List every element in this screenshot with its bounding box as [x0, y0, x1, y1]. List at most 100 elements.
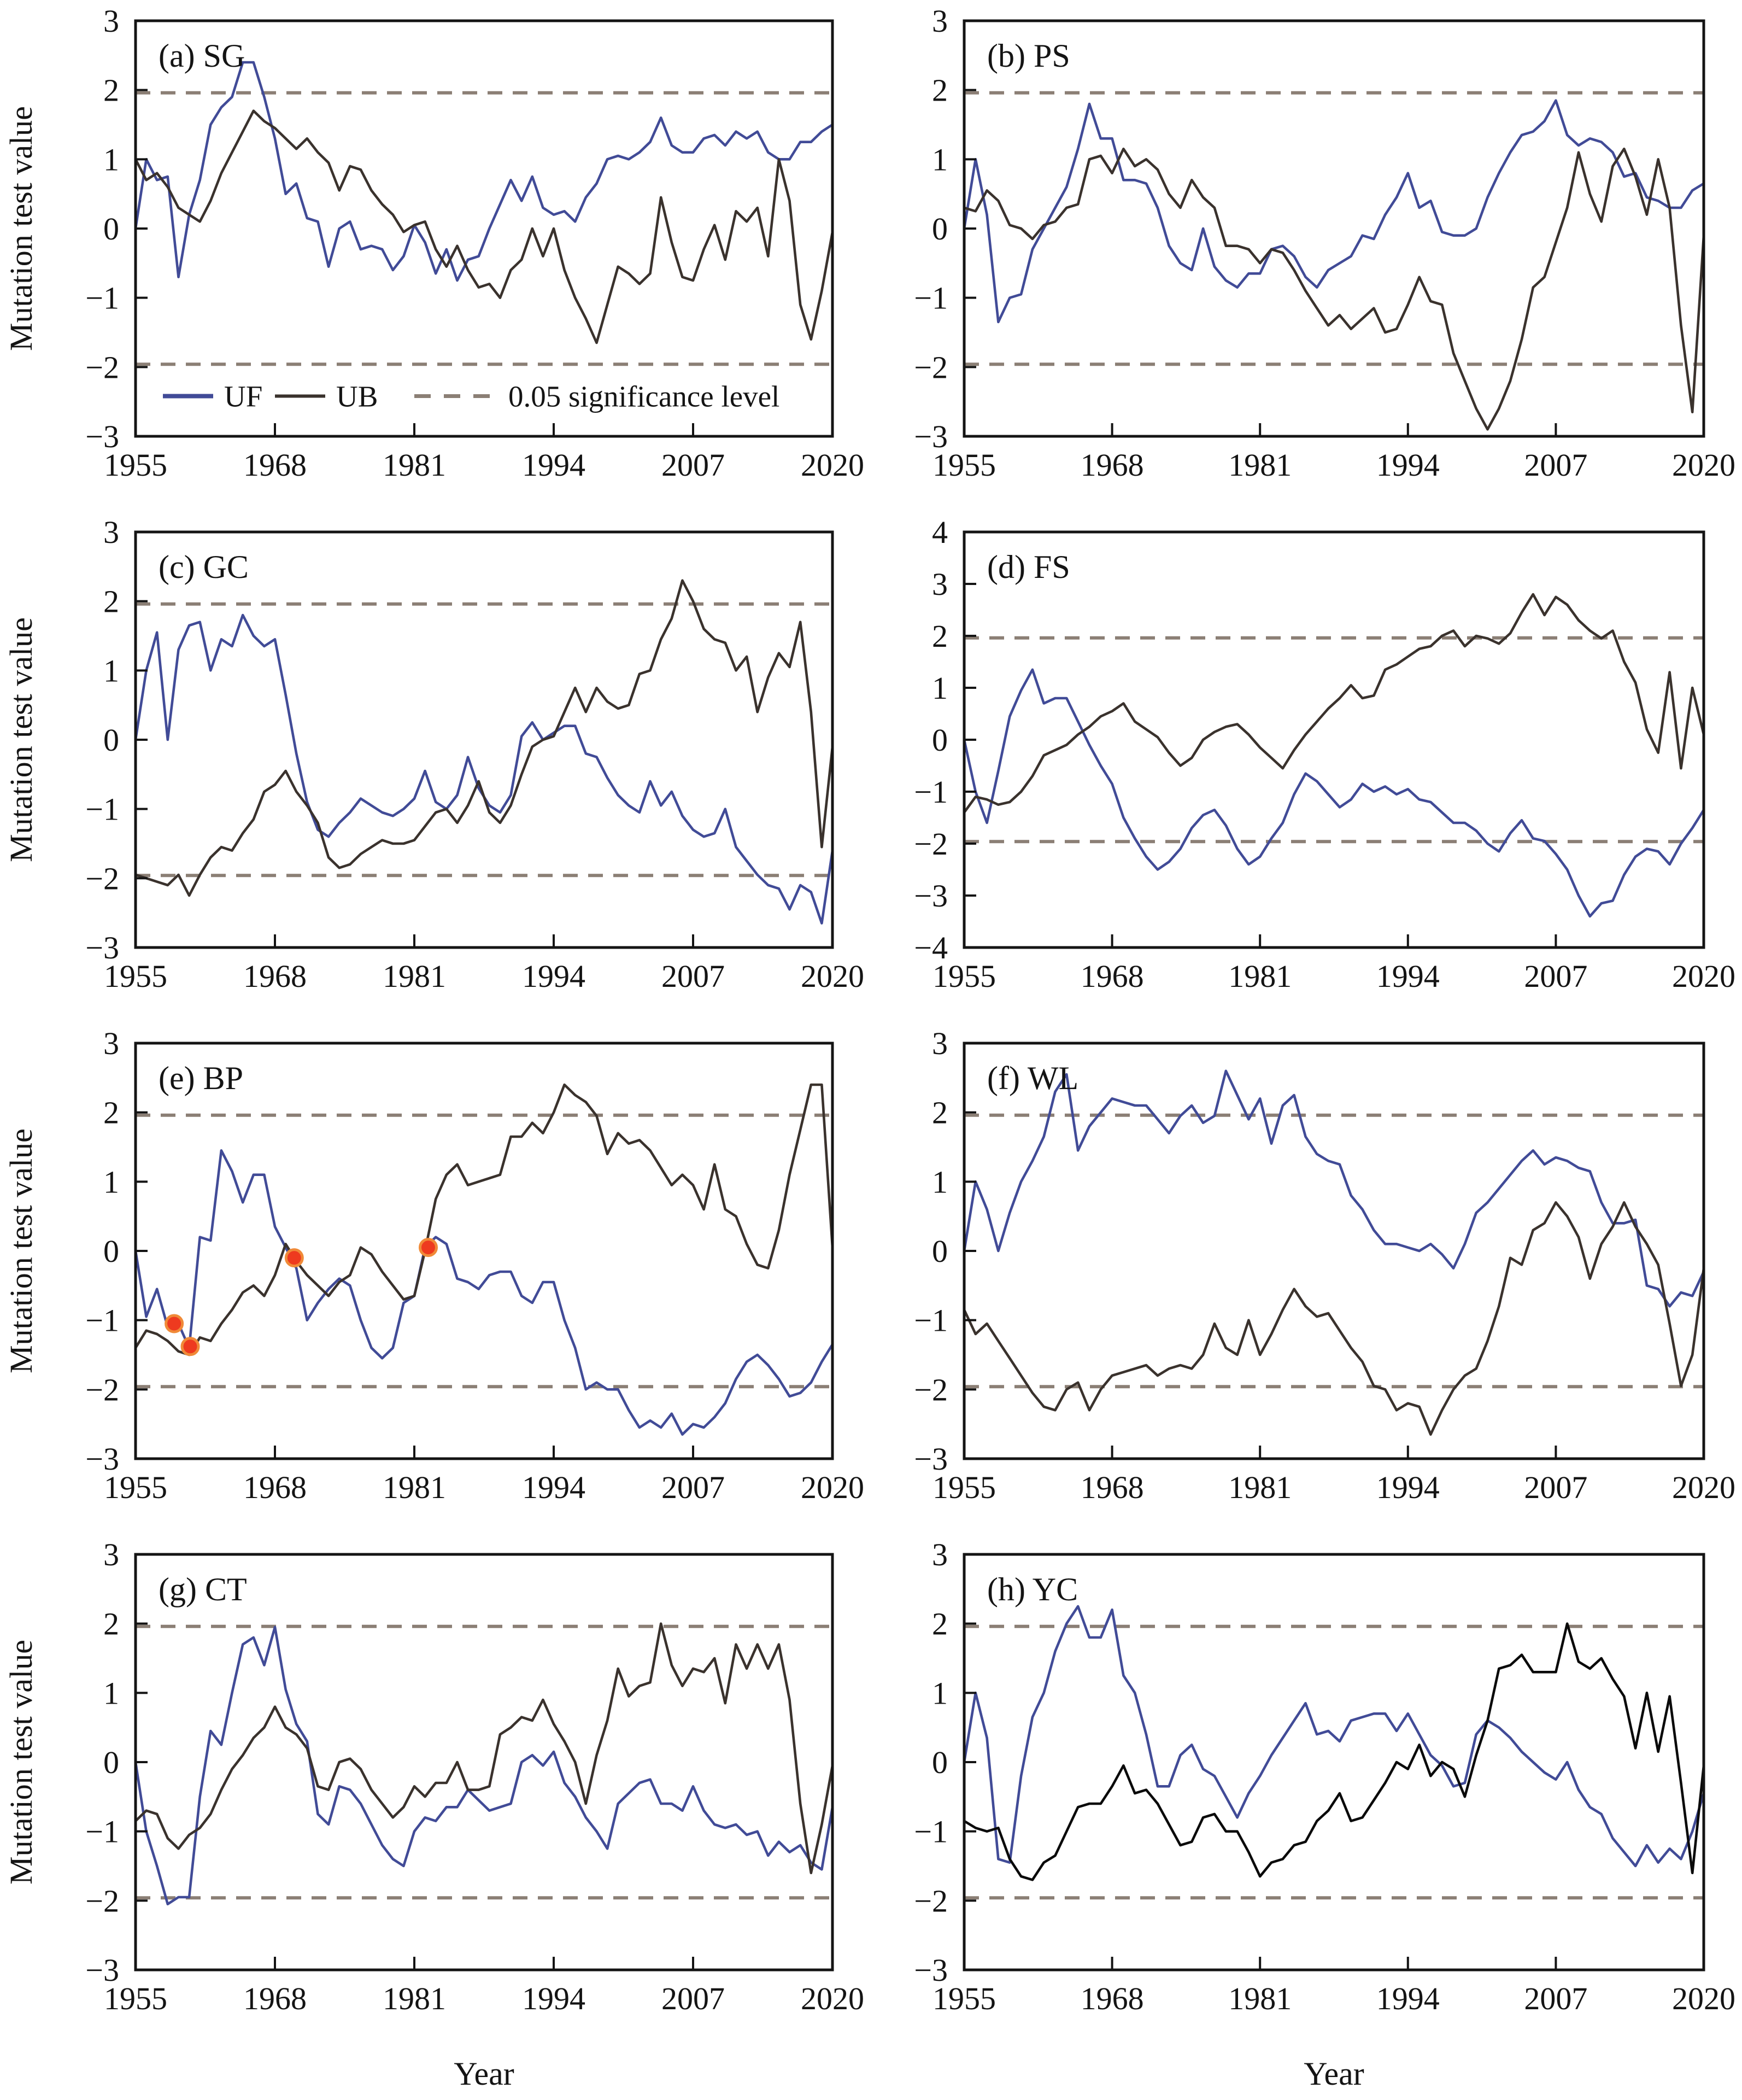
ub-line — [134, 1622, 834, 1875]
y-tick-label: 0 — [932, 722, 948, 758]
panel-title: (h) YC — [987, 1571, 1078, 1607]
uf-line — [963, 1605, 1705, 1868]
x-tick-label: 2007 — [661, 958, 725, 994]
x-tick-label: 1968 — [243, 1470, 307, 1505]
x-tick-label: 2020 — [1672, 447, 1735, 483]
legend: UF UB 0.05 significance level — [163, 380, 779, 413]
y-tick-label: 3 — [103, 514, 119, 550]
panel-e-chart: −3 −2 −1 0 1 2 3 1955 1968 1981 1994 2007 2020 (e) BP… — [3, 1026, 864, 1505]
x-tick-label: 1981 — [383, 447, 446, 483]
y-tick-label: −3 — [85, 1441, 119, 1477]
y-tick-label: 2 — [932, 618, 948, 654]
panel-a-chart: −3 −2 −1 0 1 2 3 1955 1968 1981 1994 2007 2020 (a) SG… — [3, 3, 864, 483]
plot-frame — [963, 530, 1705, 949]
y-tick-label: 0 — [103, 1745, 119, 1780]
y-tick-label: −2 — [914, 1372, 948, 1407]
y-tick-label: 2 — [932, 73, 948, 108]
plot-frame — [963, 1042, 1705, 1460]
y-tick-label: 0 — [103, 722, 119, 758]
uf-line — [963, 668, 1705, 918]
x-tick-label: 2020 — [801, 447, 864, 483]
y-tick-label: 1 — [103, 142, 119, 177]
y-tick-label: 0 — [932, 211, 948, 247]
y-tick-label: 1 — [932, 1164, 948, 1200]
y-tick-label: 0 — [932, 1745, 948, 1780]
x-tick-label: 1981 — [1228, 1470, 1292, 1505]
panel-b-chart: −3 −2 −1 0 1 2 3 1955 1968 1981 1994 2007 2020 (b) PS — [914, 3, 1735, 483]
y-tick-label: 1 — [932, 142, 948, 177]
mutation-point — [180, 1337, 200, 1356]
x-tick-label: 1981 — [1228, 958, 1292, 994]
y-axis-label: Mutation test value — [3, 617, 39, 862]
legend-significance-label: 0.05 significance level — [508, 380, 779, 413]
x-tick-label: 2020 — [801, 958, 864, 994]
x-tick-label: 1981 — [383, 1981, 446, 2016]
panel-f-chart: −3 −2 −1 0 1 2 3 1955 1968 1981 1994 2007 2020 (f) WL — [914, 1026, 1735, 1505]
y-tick-label: 0 — [103, 1233, 119, 1269]
panel-g-chart: −3 −2 −1 0 1 2 3 1955 1968 1981 1994 2007 2020 (g) CT… — [3, 1537, 864, 2092]
panel-d-chart: −4 −3 −2 −1 0 1 2 3 4 1955 1968 1981 1994 2007 2020 (d)… — [914, 514, 1735, 994]
y-tick-label: 3 — [103, 1026, 119, 1061]
x-tick-label: 1994 — [522, 447, 585, 483]
y-tick-label: −3 — [85, 1952, 119, 1988]
y-tick-label: −3 — [85, 930, 119, 966]
uf-line — [134, 61, 834, 282]
y-tick-label: −1 — [85, 792, 119, 827]
x-tick-label: 1955 — [104, 958, 167, 994]
x-tick-label: 2020 — [801, 1470, 864, 1505]
ub-line — [963, 1622, 1705, 1881]
y-tick-label: 3 — [932, 3, 948, 39]
panel-h-chart: −3 −2 −1 0 1 2 3 1955 1968 1981 1994 2007 2020 (h) YC… — [914, 1537, 1735, 2092]
y-tick-label: 3 — [932, 566, 948, 602]
y-tick-label: −2 — [85, 1883, 119, 1918]
y-tick-label: −3 — [914, 1441, 948, 1477]
y-tick-label: −1 — [914, 1303, 948, 1338]
x-tick-label: 1968 — [1081, 447, 1144, 483]
x-tick-label: 1968 — [243, 447, 307, 483]
y-tick-label: −1 — [85, 1814, 119, 1850]
x-tick-label: 2020 — [1672, 1470, 1735, 1505]
y-tick-label: 2 — [103, 1095, 119, 1131]
y-tick-label: 1 — [932, 1675, 948, 1711]
y-tick-label: −4 — [914, 930, 948, 966]
x-tick-label: 2020 — [801, 1981, 864, 2016]
x-tick-label: 2020 — [1672, 1981, 1735, 2016]
y-tick-label: −1 — [914, 280, 948, 316]
uf-line — [134, 1625, 834, 1906]
y-tick-label: 1 — [103, 653, 119, 688]
x-axis-label: Year — [454, 2056, 514, 2092]
y-tick-label: 2 — [103, 73, 119, 108]
y-tick-label: 0 — [103, 211, 119, 247]
y-tick-label: 2 — [103, 584, 119, 619]
x-tick-label: 1968 — [243, 1981, 307, 2016]
plot-frame — [963, 19, 1705, 438]
y-tick-label: 3 — [932, 1537, 948, 1572]
y-tick-label: −2 — [914, 1883, 948, 1918]
y-tick-label: 3 — [932, 1026, 948, 1061]
y-tick-label: 4 — [932, 514, 948, 550]
x-tick-label: 1968 — [1081, 1470, 1144, 1505]
x-tick-label: 1955 — [104, 447, 167, 483]
plot-frame — [134, 1553, 834, 1972]
panel-title: (b) PS — [987, 38, 1070, 74]
x-tick-label: 1955 — [932, 1470, 996, 1505]
x-tick-label: 2007 — [1524, 1470, 1587, 1505]
x-tick-label: 1955 — [104, 1470, 167, 1505]
panel-title: (e) BP — [159, 1060, 243, 1096]
ub-line — [963, 1201, 1705, 1436]
x-tick-label: 1968 — [1081, 1981, 1144, 2016]
plot-frame — [134, 19, 834, 438]
panel-c-chart: −3 −2 −1 0 1 2 3 1955 1968 1981 1994 2007 2020 (c) GC… — [3, 514, 864, 994]
y-tick-label: −1 — [914, 774, 948, 810]
y-tick-label: −3 — [85, 419, 119, 454]
y-tick-label: 2 — [932, 1095, 948, 1131]
x-tick-label: 1994 — [1376, 1981, 1440, 2016]
y-tick-label: 1 — [103, 1675, 119, 1711]
x-tick-label: 2007 — [1524, 1981, 1587, 2016]
y-tick-label: −2 — [85, 349, 119, 385]
ub-line — [963, 147, 1705, 431]
x-tick-label: 2020 — [1672, 958, 1735, 994]
y-tick-label: −2 — [914, 349, 948, 385]
ub-line — [134, 579, 834, 897]
